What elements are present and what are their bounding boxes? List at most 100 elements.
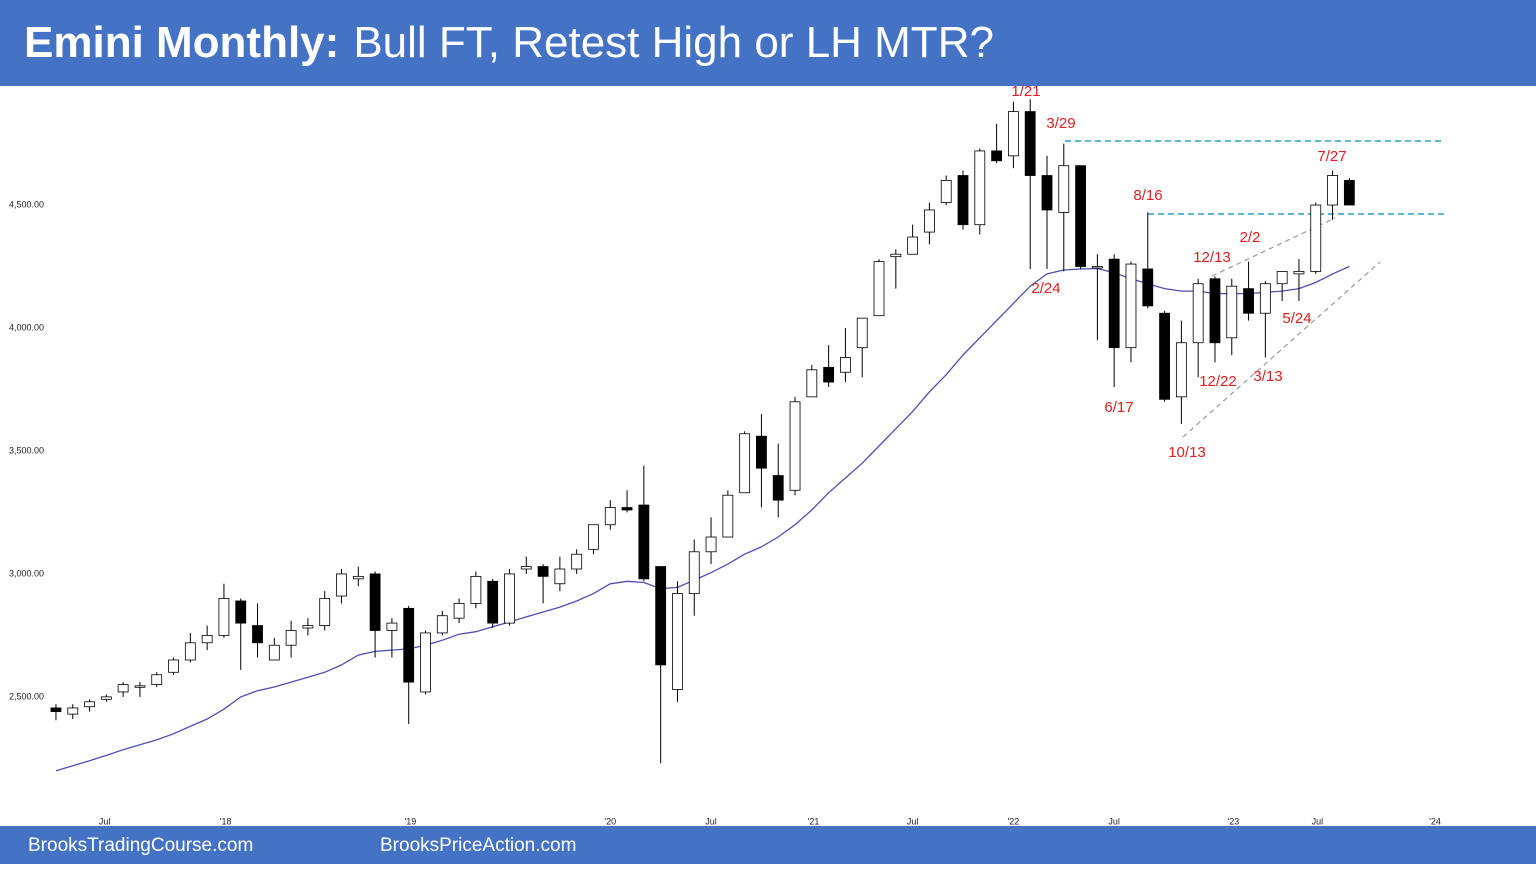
header-bar bbox=[0, 0, 1536, 86]
candle-body bbox=[722, 494, 734, 538]
candle-body bbox=[235, 600, 247, 624]
annotation: 3/29 bbox=[1046, 115, 1075, 132]
x-tick-label: '22 bbox=[1008, 816, 1020, 826]
annotation: 10/13 bbox=[1168, 444, 1206, 461]
candle-body bbox=[302, 625, 314, 629]
candle-body bbox=[739, 433, 751, 494]
candle-body bbox=[1276, 271, 1288, 285]
candle-body bbox=[890, 253, 902, 258]
x-tick-label: Jul bbox=[907, 816, 919, 826]
x-tick-label: '23 bbox=[1228, 816, 1240, 826]
candle-body bbox=[487, 580, 499, 624]
candle-body bbox=[873, 261, 885, 317]
x-tick-label: Jul bbox=[1312, 816, 1324, 826]
plot bbox=[1065, 140, 1446, 438]
candle-body bbox=[1159, 312, 1170, 400]
candle-body bbox=[201, 634, 213, 644]
x-tick-label: '19 bbox=[405, 816, 417, 826]
candle-body bbox=[84, 701, 95, 708]
candle-body bbox=[1259, 283, 1271, 314]
candle-body bbox=[1192, 283, 1204, 344]
candle-body bbox=[336, 573, 347, 597]
candle-body bbox=[1293, 271, 1305, 275]
candle-body bbox=[1041, 175, 1053, 211]
candle-body bbox=[470, 575, 482, 604]
candle-body bbox=[772, 475, 784, 501]
annotation: 12/13 bbox=[1193, 249, 1231, 266]
x-tick-label: '24 bbox=[1429, 816, 1441, 826]
candle-body bbox=[991, 150, 1003, 162]
footer-link[interactable]: BrooksTradingCourse.com bbox=[28, 835, 253, 856]
annotation: 5/24 bbox=[1282, 310, 1311, 327]
footer-bar bbox=[0, 826, 1536, 864]
candle-body bbox=[352, 575, 364, 580]
candle-body bbox=[1343, 180, 1355, 206]
candle-body bbox=[319, 598, 331, 626]
candle-body bbox=[1175, 342, 1187, 398]
title-text: Bull FT, Retest High or LH MTR? bbox=[353, 18, 994, 67]
candle-body bbox=[621, 507, 633, 511]
x-tick-label: Jul bbox=[99, 816, 111, 826]
candle-body bbox=[117, 684, 129, 693]
candle-body bbox=[571, 553, 583, 570]
candle-body bbox=[672, 593, 683, 690]
annotation: 3/13 bbox=[1253, 368, 1282, 385]
candle-body bbox=[907, 236, 919, 255]
candle-body bbox=[420, 632, 431, 693]
candle-body bbox=[218, 598, 230, 636]
candle-body bbox=[168, 659, 179, 673]
candle-body bbox=[184, 642, 196, 661]
candle-body bbox=[588, 524, 599, 550]
candle-body bbox=[940, 180, 952, 203]
y-tick-label: 4,000.00 bbox=[9, 322, 44, 332]
candle-body bbox=[705, 536, 717, 553]
candle-body bbox=[1243, 288, 1254, 314]
candle-body bbox=[453, 603, 465, 619]
candle-body bbox=[823, 366, 835, 383]
y-tick-label: 2,500.00 bbox=[9, 691, 44, 701]
candle-body bbox=[1024, 111, 1036, 176]
trend-line bbox=[1211, 217, 1336, 277]
candle-body bbox=[436, 615, 448, 634]
y-tick-label: 3,000.00 bbox=[9, 568, 44, 578]
candle-body bbox=[806, 369, 818, 398]
candle-body bbox=[1142, 268, 1154, 307]
x-tick-label: Jul bbox=[1108, 816, 1120, 826]
candle-body bbox=[840, 357, 851, 373]
x-tick-label: '20 bbox=[604, 816, 616, 826]
candle-body bbox=[50, 707, 62, 713]
candle-body bbox=[252, 625, 263, 644]
footer-link[interactable]: BrooksPriceAction.com bbox=[380, 835, 576, 856]
candle-body bbox=[856, 317, 868, 349]
candle-body bbox=[924, 209, 935, 233]
candle-body bbox=[789, 401, 801, 491]
candle-body bbox=[1091, 266, 1103, 269]
candle-body bbox=[554, 568, 566, 585]
candle-body bbox=[520, 566, 532, 570]
candle-body bbox=[67, 707, 79, 715]
candle-body bbox=[1058, 165, 1070, 213]
candle-body bbox=[504, 573, 515, 624]
y-tick-label: 4,500.00 bbox=[9, 199, 44, 209]
y-tick-label: 3,500.00 bbox=[9, 445, 44, 455]
candle-body bbox=[638, 504, 650, 580]
candle-body bbox=[1125, 263, 1137, 349]
annotation: 6/17 bbox=[1104, 399, 1133, 416]
candle-body bbox=[974, 150, 986, 226]
candle-body bbox=[403, 607, 415, 683]
candle-body bbox=[386, 622, 398, 631]
annotation: 12/22 bbox=[1199, 373, 1237, 390]
x-tick-label: '18 bbox=[220, 816, 232, 826]
annotation: 2/24 bbox=[1031, 280, 1060, 297]
annotation: 2/2 bbox=[1240, 229, 1261, 246]
candle-body bbox=[1209, 278, 1221, 344]
candle-body bbox=[151, 674, 163, 685]
candle-body bbox=[369, 573, 381, 631]
candle-body bbox=[268, 644, 280, 661]
candle-body bbox=[688, 551, 700, 594]
annotation: 1/21 bbox=[1011, 83, 1040, 100]
x-tick-label: '21 bbox=[808, 816, 820, 826]
candle-body bbox=[1310, 204, 1322, 272]
candle-body bbox=[655, 566, 667, 666]
